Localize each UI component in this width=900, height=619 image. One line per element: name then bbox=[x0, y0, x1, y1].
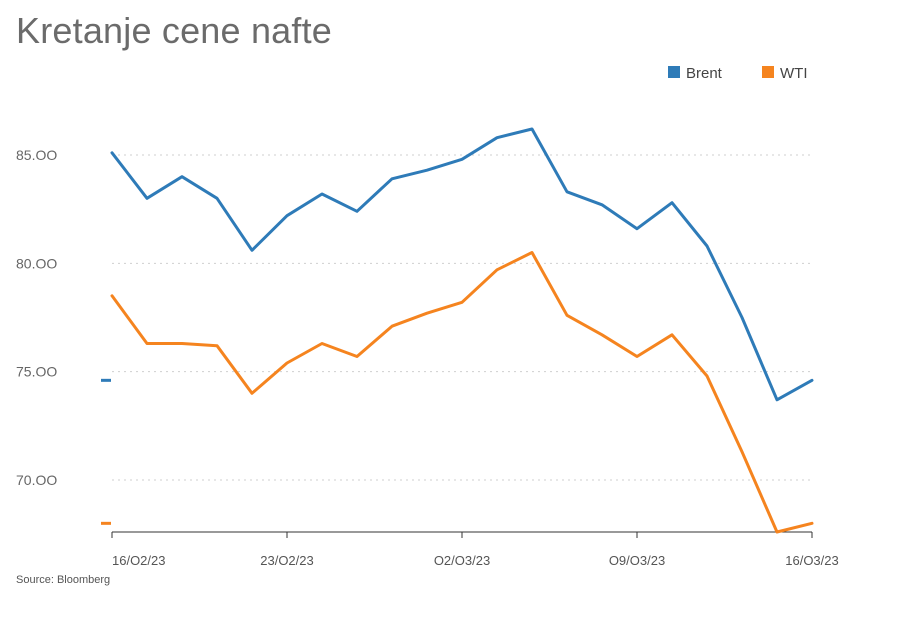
y-tick-label: 80.OO bbox=[16, 255, 57, 271]
x-tick-label: O2/O3/23 bbox=[434, 553, 490, 568]
x-tick-label: O9/O3/23 bbox=[609, 553, 665, 568]
legend[interactable]: Brent WTI bbox=[668, 65, 808, 82]
legend-swatch-brent bbox=[668, 66, 680, 78]
x-tick-label: 23/O2/23 bbox=[260, 553, 314, 568]
series-lines bbox=[110, 127, 814, 534]
y-axis-ticks: 85.OO 80.OO 75.OO 70.OO bbox=[16, 147, 57, 488]
x-tick-label: 16/O3/23 bbox=[785, 553, 839, 568]
series-line-wti bbox=[110, 251, 814, 534]
x-axis-ticks: 16/O2/23 23/O2/23 O2/O3/23 O9/O3/23 16/O3/23 bbox=[111, 532, 839, 568]
grid-lines bbox=[112, 154, 812, 481]
legend-label-brent: Brent bbox=[686, 65, 723, 82]
legend-label-wti: WTI bbox=[780, 65, 808, 82]
chart-title: Kretanje cene nafte bbox=[16, 10, 333, 51]
y-tick-label: 75.OO bbox=[16, 364, 57, 380]
y-tick-label: 85.OO bbox=[16, 147, 57, 163]
last-value-markers bbox=[101, 378, 111, 525]
source-note: Source: Bloomberg bbox=[16, 574, 111, 586]
y-tick-label: 70.OO bbox=[16, 472, 57, 488]
series-line-brent bbox=[110, 127, 814, 402]
x-tick-label: 16/O2/23 bbox=[112, 553, 166, 568]
legend-swatch-wti bbox=[762, 66, 774, 78]
